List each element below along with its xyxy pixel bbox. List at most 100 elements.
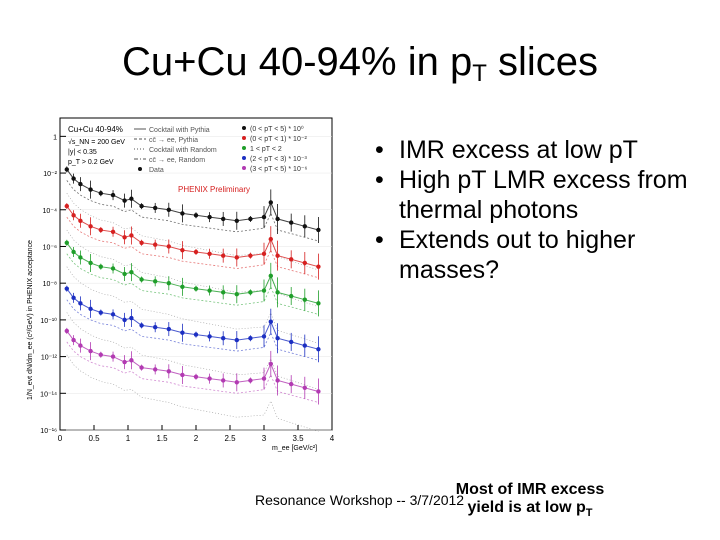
data-point: [110, 229, 116, 234]
data-point: [261, 376, 267, 381]
data-point: [275, 253, 280, 258]
data-point: [316, 301, 321, 306]
legend-swatch: [242, 156, 246, 160]
data-point: [268, 273, 273, 279]
data-point: [316, 264, 321, 269]
data-point: [78, 218, 83, 223]
data-point: [261, 334, 267, 339]
data-point: [275, 378, 280, 383]
data-point: [207, 214, 212, 220]
data-point: [78, 301, 83, 306]
data-points: [64, 166, 321, 405]
data-point: [71, 337, 76, 343]
data-point: [302, 260, 307, 266]
data-point: [248, 253, 253, 258]
data-point: [180, 372, 185, 378]
data-point: [129, 196, 134, 201]
axis-ticks: 0 0.5 1 1.5 2 2.5 3 3.5 4 1 10⁻² 10⁻⁴ 10⁻⁶ 10⁻⁸ 10⁻¹⁰ 1…: [40, 134, 335, 443]
legend-swatch: [242, 146, 246, 150]
data-point: [234, 291, 239, 297]
data-point: [153, 325, 158, 330]
data-point: [316, 389, 321, 394]
data-point: [153, 242, 158, 247]
legend-item: (0 < pT < 1) * 10⁻²: [250, 136, 308, 143]
data-point: [110, 312, 116, 317]
x-tick-label: 4: [330, 434, 335, 443]
data-point: [64, 240, 69, 245]
data-point: [139, 365, 144, 370]
data-point: [122, 317, 127, 323]
data-point: [193, 332, 199, 337]
data-point: [248, 216, 253, 222]
data-point: [129, 233, 134, 238]
legend-item: cc̄ → ee, Random: [149, 157, 205, 164]
data-point: [122, 359, 127, 365]
x-tick-label: 0: [58, 434, 63, 443]
data-point: [153, 205, 158, 211]
data-point: [221, 253, 226, 258]
data-point: [261, 288, 267, 293]
data-point: [234, 380, 239, 385]
y-tick-label: 10⁻¹⁶: [40, 428, 57, 435]
data-point: [166, 326, 171, 332]
legend-item: cc̄ → ee, Pythia: [149, 137, 198, 144]
y-axis-label: 1/N_evt dN/dm_ee (c²/GeV) in PHENIX acce…: [27, 240, 34, 400]
data-point: [221, 336, 226, 341]
x-tick-label: 1.5: [156, 434, 168, 443]
data-point: [88, 260, 93, 266]
data-point: [98, 310, 104, 315]
data-point: [166, 369, 171, 374]
data-point: [153, 367, 158, 372]
x-tick-label: 1: [126, 434, 131, 443]
data-point: [302, 224, 307, 229]
data-point: [289, 220, 294, 225]
data-point: [64, 328, 69, 334]
x-tick-label: 2.5: [224, 434, 236, 443]
data-point: [180, 330, 185, 335]
y-tick-label: 10⁻¹²: [41, 355, 58, 362]
data-point: [122, 271, 127, 277]
data-point: [71, 213, 76, 218]
data-point: [139, 203, 144, 209]
bullet-list: IMR excess at low pT High pT LMR excess …: [375, 135, 705, 285]
data-point: [139, 240, 144, 245]
charm-curve: [66, 341, 319, 403]
data-point: [221, 378, 226, 383]
chart-canvas: 0 0.5 1 1.5 2 2.5 3 3.5 4 1 10⁻² 10⁻⁴ 10⁻⁶ 10⁻⁸ 10⁻¹⁰ 1…: [27, 117, 335, 452]
data-point: [139, 277, 144, 282]
legend-left: Cocktail with Pythia cc̄ → ee, Pythia Co…: [134, 127, 217, 174]
data-point: [78, 343, 83, 348]
data-point: [275, 290, 280, 295]
data-point: [64, 286, 69, 291]
data-point: [166, 280, 171, 286]
legend-item: (2 < pT < 3) * 10⁻³: [250, 156, 308, 163]
legend-item: Data: [149, 167, 164, 174]
dielectron-mass-chart: 0 0.5 1 1.5 2 2.5 3 3.5 4 1 10⁻² 10⁻⁴ 10⁻⁶ 10⁻⁸ 10⁻¹⁰ 1…: [22, 110, 340, 455]
data-point: [261, 251, 267, 257]
data-point: [207, 376, 212, 381]
x-tick-label: 3: [262, 434, 267, 443]
data-point: [193, 374, 199, 379]
data-point: [289, 257, 294, 262]
data-point: [234, 337, 239, 343]
footer-text: Resonance Workshop -- 3/7/2012: [255, 492, 465, 508]
data-point: [316, 227, 321, 233]
data-point: [221, 290, 226, 295]
data-point: [193, 249, 199, 255]
data-point: [98, 264, 104, 269]
data-point: [289, 339, 294, 345]
charm-curve: [66, 180, 319, 242]
data-point: [88, 187, 93, 192]
data-point: [71, 176, 76, 181]
bullet-item: Extends out to higher masses?: [375, 225, 705, 285]
data-point: [180, 211, 185, 216]
legend-item: 1 < pT < 2: [250, 146, 282, 153]
y-tick-label: 10⁻²: [43, 171, 57, 178]
bullet-item: High pT LMR excess from thermal photons: [375, 165, 705, 225]
legend-swatch: [242, 166, 246, 170]
data-point: [207, 334, 212, 339]
data-point: [268, 200, 273, 205]
data-point: [78, 255, 83, 260]
data-point: [88, 224, 93, 229]
data-point: [88, 306, 93, 312]
